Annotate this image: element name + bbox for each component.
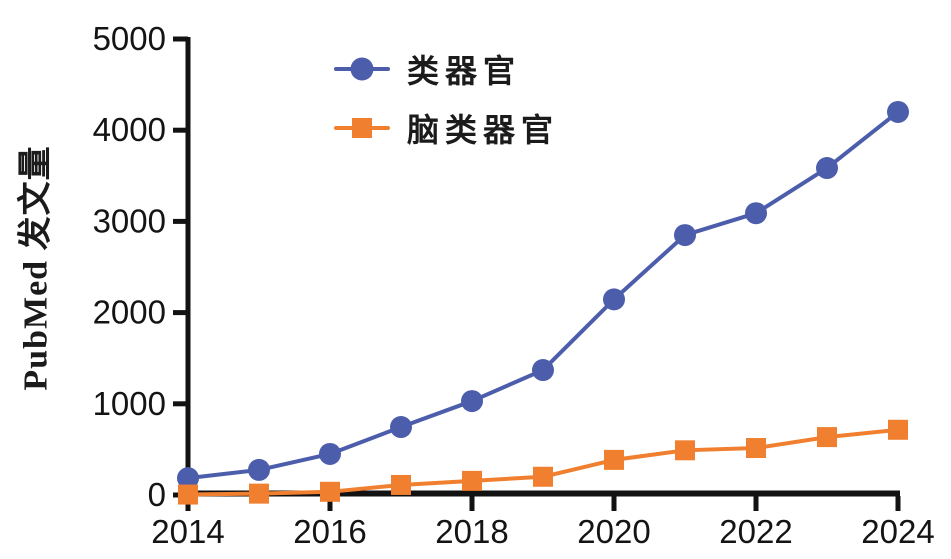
y-tick-label: 1000 xyxy=(93,385,166,422)
y-tick-label: 4000 xyxy=(93,111,166,148)
data-point-circle xyxy=(177,467,199,490)
square-marker-icon xyxy=(352,118,372,138)
y-tick-label: 0 xyxy=(148,476,166,513)
data-point-square xyxy=(888,419,908,440)
data-point-square xyxy=(391,474,411,495)
data-point-square xyxy=(604,449,624,470)
data-point-square xyxy=(320,481,340,502)
data-point-circle xyxy=(461,390,483,413)
data-point-square xyxy=(746,438,766,459)
y-tick-label: 3000 xyxy=(93,202,166,239)
legend-line-organoid xyxy=(334,57,390,81)
data-point-circle xyxy=(745,202,767,225)
legend-label-brain-organoid: 脑类器官 xyxy=(407,112,560,148)
x-tick-label: 2018 xyxy=(435,513,508,550)
x-tick-label: 2016 xyxy=(293,513,366,550)
data-point-circle xyxy=(532,359,554,382)
data-point-circle xyxy=(390,416,412,439)
x-tick-label: 2020 xyxy=(577,513,650,550)
data-point-square xyxy=(249,483,269,504)
data-point-circle xyxy=(674,224,696,247)
data-point-circle xyxy=(319,442,341,465)
data-point-square xyxy=(462,470,482,491)
legend: 类器官 脑类器官 xyxy=(334,46,559,151)
circle-marker-icon xyxy=(350,57,374,81)
y-tick-label: 2000 xyxy=(93,294,166,331)
legend-label-organoid: 类器官 xyxy=(407,53,522,89)
data-point-circle xyxy=(816,157,838,180)
data-point-square xyxy=(817,427,837,448)
legend-item-organoid: 类器官 xyxy=(334,46,559,92)
data-point-circle xyxy=(603,288,625,311)
data-point-circle xyxy=(887,100,909,123)
y-tick-label: 5000 xyxy=(93,20,166,57)
legend-item-brain-organoid: 脑类器官 xyxy=(334,105,559,151)
data-point-circle xyxy=(248,458,270,481)
x-tick-label: 2014 xyxy=(151,513,224,550)
series-line-0 xyxy=(186,109,900,481)
data-point-square xyxy=(533,466,553,487)
data-point-square xyxy=(178,484,198,505)
x-tick-label: 2024 xyxy=(861,513,934,550)
legend-line-brain-organoid xyxy=(334,118,390,138)
x-tick-label: 2022 xyxy=(719,513,792,550)
data-point-square xyxy=(675,440,695,461)
